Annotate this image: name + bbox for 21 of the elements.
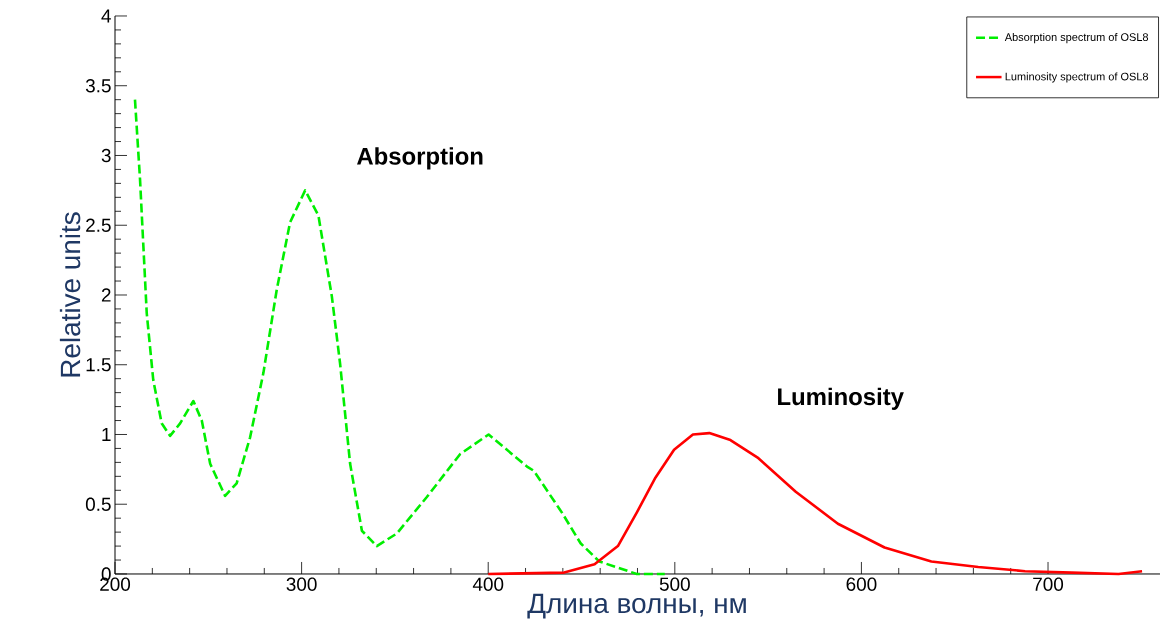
x-tick-label: 700 bbox=[1033, 577, 1064, 591]
y-axis-title: Relative units bbox=[59, 212, 81, 377]
x-tick-label: 300 bbox=[286, 577, 317, 591]
legend-label: Absorption spectrum of OSL8 bbox=[1004, 32, 1149, 44]
x-axis-title: Длина волны, нм bbox=[527, 593, 746, 619]
x-tick-label: 500 bbox=[659, 577, 690, 591]
y-tick-label: 1 bbox=[102, 427, 111, 441]
y-tick-label: 3 bbox=[101, 148, 111, 163]
legend-label: Luminosity spectrum of OSL8 bbox=[1005, 72, 1149, 83]
y-tick-label: 1.5 bbox=[86, 358, 111, 372]
y-tick-label: 0.5 bbox=[85, 497, 111, 511]
y-tick-label: 4 bbox=[101, 9, 111, 23]
x-tick-label: 600 bbox=[846, 577, 877, 591]
annotation: Luminosity bbox=[778, 387, 904, 410]
x-tick-label: 400 bbox=[472, 577, 504, 591]
y-tick-label: 2 bbox=[101, 288, 111, 302]
y-tick-label: 3.5 bbox=[85, 79, 111, 93]
line-series bbox=[133, 98, 667, 576]
line-series bbox=[486, 431, 1144, 576]
annotation: Absorption bbox=[356, 147, 483, 170]
y-tick-label: 2.5 bbox=[86, 218, 111, 232]
